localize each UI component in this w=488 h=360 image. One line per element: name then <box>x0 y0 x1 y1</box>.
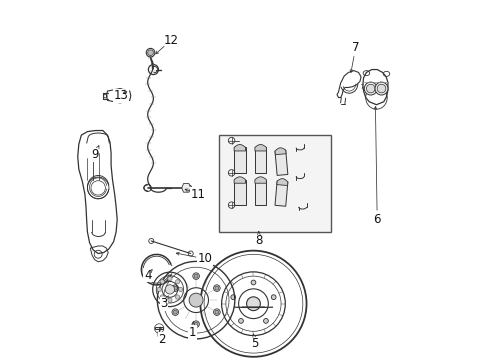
Circle shape <box>147 50 153 55</box>
Polygon shape <box>274 150 287 175</box>
Circle shape <box>167 276 172 281</box>
Text: 13: 13 <box>113 89 128 102</box>
Circle shape <box>116 94 122 100</box>
Circle shape <box>165 285 174 294</box>
Polygon shape <box>254 147 266 173</box>
Polygon shape <box>155 327 163 329</box>
Text: 5: 5 <box>251 337 259 350</box>
Circle shape <box>189 293 203 307</box>
Polygon shape <box>234 147 245 173</box>
Polygon shape <box>254 180 266 206</box>
Text: 11: 11 <box>190 188 205 201</box>
Polygon shape <box>274 181 287 206</box>
Polygon shape <box>274 148 285 155</box>
Circle shape <box>175 280 179 284</box>
Text: 3: 3 <box>160 297 167 310</box>
Text: 8: 8 <box>255 234 262 247</box>
Circle shape <box>364 82 376 95</box>
Circle shape <box>192 321 199 328</box>
Circle shape <box>215 286 218 290</box>
Text: 12: 12 <box>163 33 178 47</box>
Circle shape <box>250 280 255 285</box>
Polygon shape <box>276 179 287 185</box>
Circle shape <box>230 295 235 300</box>
Circle shape <box>376 84 385 93</box>
Circle shape <box>213 285 220 292</box>
Circle shape <box>215 310 218 314</box>
Circle shape <box>263 319 268 323</box>
Circle shape <box>192 273 199 279</box>
Text: 2: 2 <box>158 333 165 346</box>
Circle shape <box>194 274 198 278</box>
Circle shape <box>173 310 177 314</box>
Text: 6: 6 <box>373 213 380 226</box>
Text: 9: 9 <box>91 148 98 161</box>
Circle shape <box>213 309 220 315</box>
Circle shape <box>238 319 243 323</box>
Circle shape <box>172 285 178 292</box>
Circle shape <box>157 287 161 292</box>
Circle shape <box>160 295 164 299</box>
Polygon shape <box>234 177 245 183</box>
Polygon shape <box>254 145 266 151</box>
Circle shape <box>167 298 172 302</box>
Circle shape <box>366 84 374 93</box>
Text: 1: 1 <box>188 326 196 339</box>
Polygon shape <box>254 177 266 183</box>
Polygon shape <box>234 145 245 151</box>
Text: 10: 10 <box>197 252 212 265</box>
Circle shape <box>178 287 183 292</box>
Circle shape <box>172 309 178 315</box>
Circle shape <box>271 295 276 300</box>
Text: 4: 4 <box>143 269 151 282</box>
Polygon shape <box>182 184 190 192</box>
Bar <box>219 135 330 232</box>
Polygon shape <box>234 180 245 206</box>
Circle shape <box>173 286 177 290</box>
Circle shape <box>194 322 198 326</box>
Circle shape <box>160 280 164 284</box>
Circle shape <box>175 295 179 299</box>
Circle shape <box>246 297 260 311</box>
Text: 7: 7 <box>351 41 359 54</box>
Circle shape <box>374 82 387 95</box>
